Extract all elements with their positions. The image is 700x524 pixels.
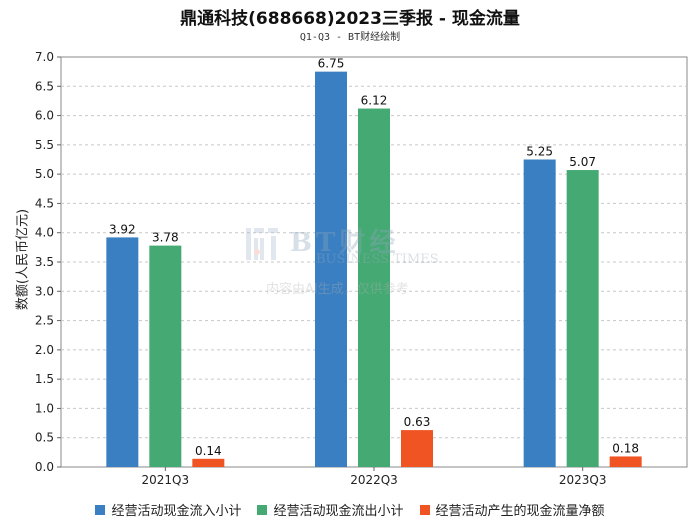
bar-2021Q3-s0 (106, 237, 139, 467)
bar-2022Q3-s1 (358, 108, 390, 468)
x-tick-label: 2022Q3 (350, 473, 398, 487)
y-tick-label: 6.5 (35, 79, 54, 93)
chart-legend: 经营活动现金流入小计 经营活动现金流出小计 经营活动产生的现金流量净额 (0, 500, 700, 519)
y-tick-label: 6.0 (35, 109, 54, 123)
x-tick-label: 2021Q3 (142, 473, 190, 487)
bar-value-label: 0.63 (404, 415, 431, 429)
bar-value-label: 5.25 (526, 145, 553, 159)
y-tick-label: 3.0 (35, 284, 54, 298)
bar-value-label: 3.92 (109, 222, 136, 236)
y-tick-label: 0.5 (35, 431, 54, 445)
y-tick-label: 1.0 (35, 401, 54, 415)
legend-label-outflow: 经营活动现金流出小计 (273, 504, 404, 519)
chart-title: 鼎通科技(688668)2023三季报 - 现金流量 (180, 9, 520, 29)
bar-2023Q3-s2 (609, 456, 642, 467)
legend-item-net: 经营活动产生的现金流量净额 (419, 500, 605, 519)
bar-value-label: 6.75 (318, 57, 345, 71)
y-tick-label: 5.0 (35, 167, 54, 181)
bar-value-label: 0.18 (612, 441, 639, 455)
y-tick-label: 2.0 (35, 343, 54, 357)
y-tick-label: 4.0 (35, 226, 54, 240)
legend-swatch-outflow (257, 504, 268, 515)
y-tick-label: 3.5 (35, 255, 54, 269)
bar-2022Q3-s2 (401, 430, 433, 467)
y-tick-label: 5.5 (35, 138, 54, 152)
bar-value-label: 6.12 (361, 94, 388, 108)
bar-2023Q3-s0 (523, 159, 556, 467)
bar-2023Q3-s1 (566, 170, 599, 468)
legend-item-outflow: 经营活动现金流出小计 (257, 500, 404, 519)
bar-2021Q3-s2 (192, 458, 225, 467)
bar-2021Q3-s1 (149, 245, 182, 467)
legend-swatch-net (419, 504, 430, 515)
y-tick-label: 1.5 (35, 372, 54, 386)
legend-label-inflow: 经营活动现金流入小计 (111, 504, 242, 519)
legend-swatch-inflow (95, 504, 106, 515)
bar-value-label: 3.78 (152, 231, 179, 245)
bar-2022Q3-s0 (315, 71, 347, 468)
bar-value-label: 5.07 (569, 155, 596, 169)
y-tick-label: 7.0 (35, 50, 54, 64)
y-tick-label: 0.0 (35, 460, 54, 474)
bar-value-label: 0.14 (195, 444, 222, 458)
chart-subtitle: Q1-Q3 - BT财经绘制 (299, 32, 401, 43)
y-tick-label: 2.5 (35, 314, 54, 328)
legend-label-net: 经营活动产生的现金流量净额 (435, 504, 605, 519)
x-tick-label: 2023Q3 (559, 473, 607, 487)
y-tick-label: 4.5 (35, 196, 54, 210)
legend-item-inflow: 经营活动现金流入小计 (95, 500, 241, 519)
